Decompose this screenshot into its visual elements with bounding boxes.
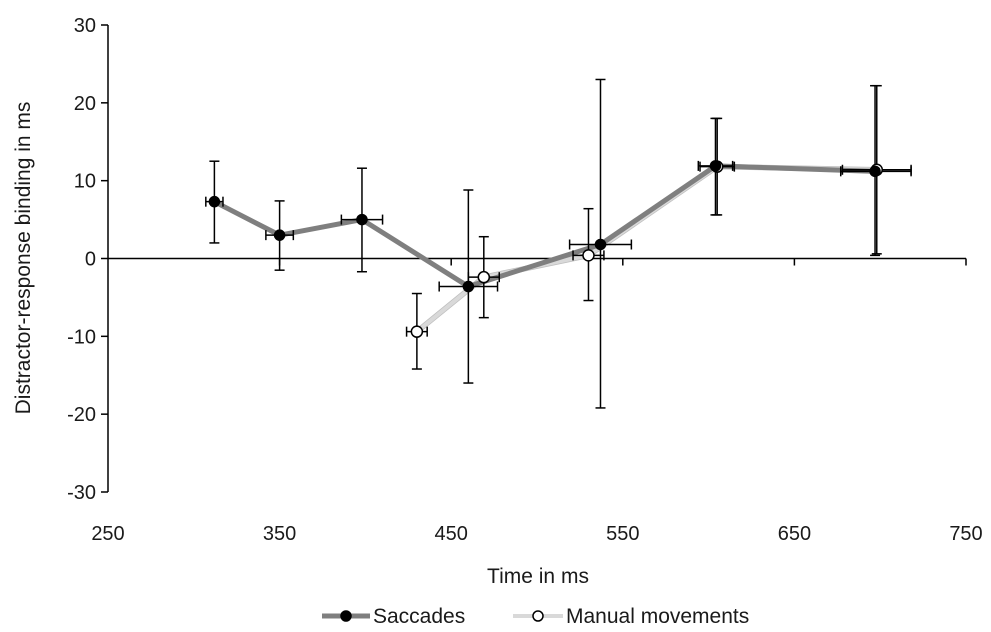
x-axis-title: Time in ms	[487, 565, 589, 588]
data-point-saccades	[709, 160, 722, 172]
x-tick-label: 650	[778, 523, 811, 545]
legend-item-manual-movements: Manual movements	[513, 605, 749, 628]
y-tick-label: 0	[85, 249, 96, 271]
legend-saccades-marker	[340, 610, 352, 622]
y-tick-label: -10	[67, 326, 96, 348]
y-tick-label: 20	[74, 93, 96, 115]
y-axis-title: Distractor-response binding in ms	[12, 102, 35, 415]
y-tick-label: -30	[67, 482, 96, 504]
y-tick-label: -20	[67, 404, 96, 426]
legend-saccades-label: Saccades	[373, 605, 465, 628]
data-point-saccades	[462, 280, 475, 293]
x-tick-label: 450	[435, 523, 468, 545]
x-tick-label: 350	[263, 523, 296, 545]
data-point-saccades	[594, 238, 607, 251]
data-point-manual	[410, 325, 424, 338]
data-point-manual	[477, 270, 491, 284]
y-axis: -30 -20 -10 0 10 20 30	[67, 15, 109, 504]
data-point-saccades	[356, 213, 368, 226]
data-point-saccades	[273, 229, 286, 241]
x-tick-label: 250	[91, 523, 124, 545]
x-axis: 250 350 450 550 650 750	[91, 257, 983, 545]
chart-marks	[205, 78, 912, 409]
x-tick-label: 550	[606, 523, 639, 545]
y-tick-label: 30	[74, 15, 96, 37]
legend-manual-marker	[532, 610, 544, 622]
legend-manual-label: Manual movements	[566, 605, 749, 628]
legend: Saccades Manual movements	[322, 605, 749, 628]
y-tick-label: 10	[74, 171, 96, 193]
data-point-saccades	[869, 165, 881, 178]
series-saccades-line	[211, 163, 878, 290]
data-point-manual	[582, 249, 595, 262]
data-point-saccades	[208, 195, 221, 208]
x-tick-label: 750	[949, 523, 982, 545]
series-manual-line-outline	[414, 163, 880, 335]
series-manual-line	[414, 164, 879, 334]
legend-item-saccades: Saccades	[322, 605, 465, 628]
